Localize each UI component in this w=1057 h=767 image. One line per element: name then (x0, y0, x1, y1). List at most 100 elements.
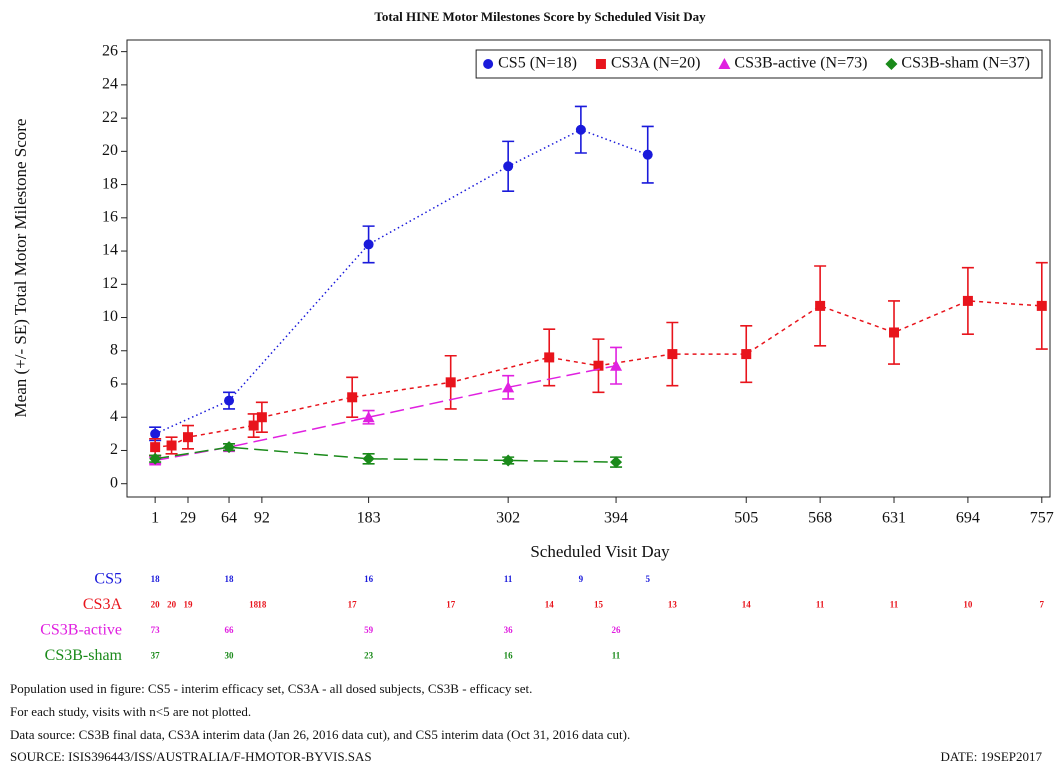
x-tick-label: 568 (808, 510, 832, 527)
risk-count: 20 (151, 600, 161, 610)
marker (150, 428, 161, 439)
x-tick-label: 183 (357, 510, 381, 527)
x-tick-label: 757 (1030, 510, 1054, 527)
legend-item: CS3B-sham (N=37) (885, 55, 1030, 72)
y-tick-label: 8 (110, 341, 118, 358)
y-tick-label: 4 (110, 408, 118, 425)
risk-count: 14 (545, 600, 555, 610)
risk-row-label: CS3A (83, 596, 123, 613)
footnote: Population used in figure: CS5 - interim… (10, 681, 532, 696)
risk-row-label: CS3B-sham (45, 647, 123, 664)
x-tick-label: 505 (734, 510, 758, 527)
risk-count: 26 (612, 625, 622, 635)
risk-count: 16 (504, 651, 514, 661)
y-tick-label: 22 (102, 109, 118, 126)
legend-marker (885, 58, 898, 70)
marker (503, 161, 514, 172)
footnote: Data source: CS3B final data, CS3A inter… (10, 727, 630, 742)
risk-count: 59 (364, 625, 374, 635)
legend: CS5 (N=18) CS3A (N=20) CS3B-active (N=73) C… (475, 49, 1043, 79)
x-tick-label: 694 (956, 510, 980, 527)
legend-box (475, 49, 1043, 79)
risk-count: 17 (446, 600, 456, 610)
risk-row-label: CS3B-active (40, 622, 122, 639)
legend-marker (718, 58, 731, 69)
marker (544, 352, 555, 363)
marker (502, 454, 515, 467)
y-tick-label: 2 (110, 441, 118, 458)
legend-label: CS3A (N=20) (611, 55, 700, 72)
y-tick-label: 18 (102, 175, 118, 192)
y-axis-title: Mean (+/- SE) Total Motor Milestone Scor… (11, 119, 30, 418)
risk-count: 36 (504, 625, 514, 635)
marker (166, 440, 177, 451)
y-tick-label: 0 (110, 474, 118, 491)
risk-count: 18 (225, 574, 235, 584)
x-tick-label: 631 (882, 510, 906, 527)
series-line (155, 446, 617, 463)
x-tick-label: 29 (180, 510, 196, 527)
legend-item: CS5 (N=18) (483, 55, 577, 72)
marker (667, 349, 678, 360)
y-tick-label: 16 (102, 208, 118, 225)
marker (445, 377, 456, 388)
legend-item: CS3B-active (N=73) (718, 55, 867, 72)
marker (889, 327, 900, 338)
marker (575, 124, 586, 135)
legend-label: CS3B-active (N=73) (734, 55, 867, 72)
risk-count: 66 (225, 625, 235, 635)
x-tick-label: 64 (221, 510, 237, 527)
marker (815, 300, 826, 311)
marker (741, 349, 752, 360)
legend-marker (483, 59, 494, 69)
chart-title: Total HINE Motor Milestones Score by Sch… (374, 9, 706, 24)
risk-row-label: CS5 (94, 571, 122, 588)
marker (363, 239, 374, 250)
risk-count: 11 (612, 651, 621, 661)
risk-count: 19 (183, 600, 193, 610)
legend-item: CS3A (N=20) (595, 55, 700, 72)
date: DATE: 19SEP2017 (941, 749, 1043, 764)
risk-count: 20 (167, 600, 177, 610)
risk-count: 11 (890, 600, 899, 610)
marker (362, 411, 375, 423)
y-tick-label: 10 (102, 308, 118, 325)
marker (223, 441, 236, 454)
x-axis-title: Scheduled Visit Day (530, 542, 670, 561)
risk-count: 9 (579, 574, 584, 584)
risk-count: 5 (645, 574, 650, 584)
y-tick-label: 14 (102, 242, 118, 259)
legend-label: CS3B-sham (N=37) (901, 55, 1030, 72)
risk-count: 11 (504, 574, 513, 584)
plot-frame (126, 39, 1051, 498)
risk-count: 7 (1040, 600, 1045, 610)
risk-count: 37 (151, 651, 161, 661)
risk-count: 11 (816, 600, 825, 610)
marker (256, 412, 267, 423)
risk-count: 73 (151, 625, 161, 635)
marker (610, 359, 623, 371)
risk-count: 16 (364, 574, 374, 584)
marker (1036, 300, 1047, 311)
marker (642, 149, 653, 160)
footnote: For each study, visits with n<5 are not … (10, 704, 251, 719)
y-tick-label: 20 (102, 142, 118, 159)
legend-label: CS5 (N=18) (498, 55, 577, 72)
y-tick-label: 26 (102, 42, 118, 59)
x-tick-label: 302 (496, 510, 520, 527)
y-tick-label: 6 (110, 375, 118, 392)
marker (347, 392, 358, 403)
marker (593, 360, 604, 371)
risk-count: 15 (594, 600, 604, 610)
y-tick-label: 12 (102, 275, 118, 292)
marker (962, 295, 973, 306)
x-tick-label: 1 (151, 510, 159, 527)
marker (502, 381, 515, 393)
marker (224, 395, 235, 406)
series-line (155, 300, 1042, 448)
marker (248, 420, 259, 431)
risk-count: 18 (151, 574, 161, 584)
risk-count: 13 (668, 600, 678, 610)
risk-count: 23 (364, 651, 374, 661)
